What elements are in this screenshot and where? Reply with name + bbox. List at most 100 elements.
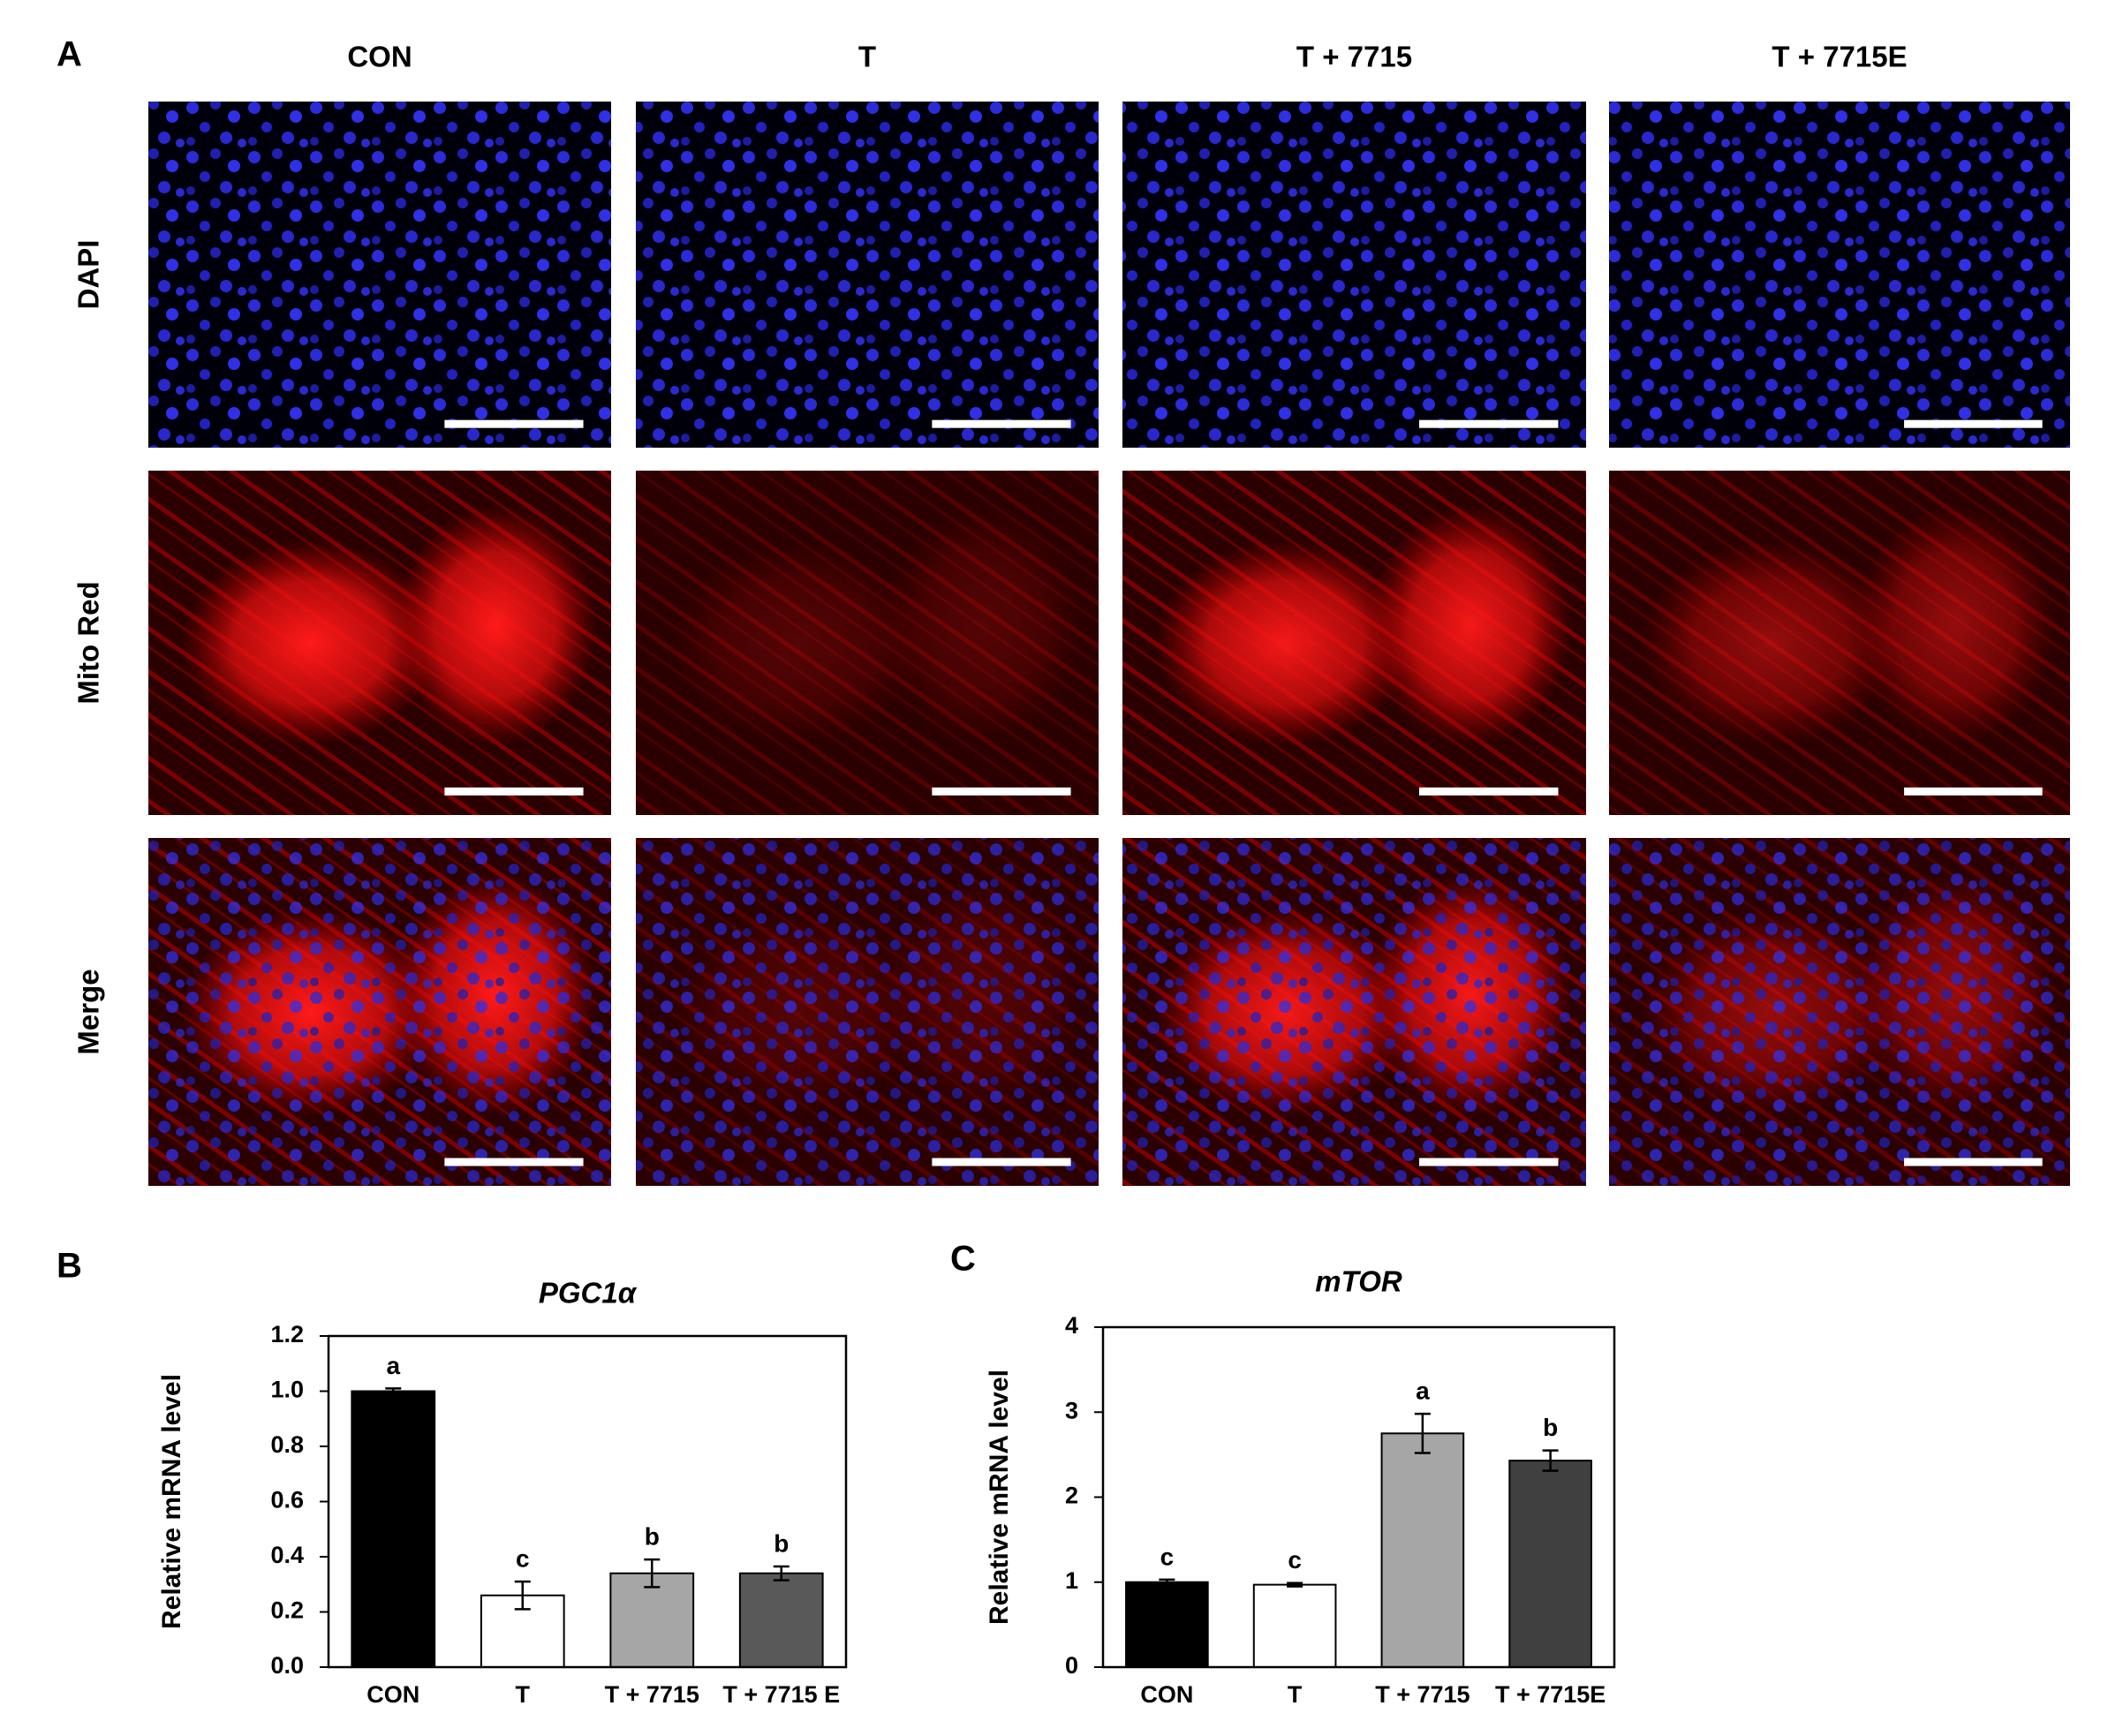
micrograph xyxy=(1122,838,1586,1186)
significance-letter: a xyxy=(386,1352,400,1379)
plot-frame xyxy=(327,1334,848,1669)
micrograph-content xyxy=(1122,102,1586,448)
micrograph-content xyxy=(636,471,1099,815)
panel-label: C xyxy=(950,1240,976,1279)
micrograph-content xyxy=(1609,471,2070,815)
y-tick-label: 0.8 xyxy=(270,1431,304,1458)
x-tick-label: T + 7715E xyxy=(1495,1681,1606,1708)
significance-letter: b xyxy=(774,1529,789,1557)
red-blob xyxy=(668,540,928,746)
scale-bar xyxy=(444,787,584,796)
bar xyxy=(1125,1581,1209,1668)
y-axis-label: Relative mRNA level xyxy=(985,1370,1014,1625)
x-tick-label: CON xyxy=(366,1681,419,1708)
scale-bar xyxy=(444,419,584,428)
red-blob xyxy=(180,540,441,746)
micrograph xyxy=(1609,838,2070,1186)
error-bar xyxy=(385,1387,402,1395)
red-blob xyxy=(1368,505,1573,746)
nuclei xyxy=(1609,838,2070,1186)
error-bar xyxy=(773,1565,790,1581)
scale-bar xyxy=(1904,787,2043,796)
scale-bar xyxy=(932,419,1071,428)
row-header: Mito Red xyxy=(72,581,105,704)
y-tick-label: 2 xyxy=(1065,1483,1078,1509)
panel-label: B xyxy=(57,1247,82,1286)
x-tick-label: CON xyxy=(1140,1681,1193,1708)
micrograph xyxy=(636,471,1099,815)
error-bar xyxy=(1542,1449,1559,1472)
significance-letter: a xyxy=(1416,1377,1430,1405)
x-tick-label: T xyxy=(516,1681,531,1708)
chart-title: PGC1α xyxy=(539,1277,638,1310)
scale-bar xyxy=(932,1158,1071,1166)
nuclei xyxy=(636,838,1099,1186)
y-tick-label: 1.0 xyxy=(270,1377,304,1403)
x-tick-label: T + 7715 xyxy=(605,1681,699,1708)
micrograph xyxy=(148,838,611,1186)
red-blob xyxy=(393,505,598,746)
nuclei xyxy=(636,102,1099,448)
y-axis-label: Relative mRNA level xyxy=(157,1374,186,1629)
nuclei xyxy=(148,102,611,448)
column-header: T + 7715E xyxy=(1772,41,1907,73)
plot-frame xyxy=(1101,1325,1616,1669)
error-bar xyxy=(1414,1412,1431,1454)
y-tick-label: 0.0 xyxy=(270,1652,304,1679)
nuclei xyxy=(148,838,611,1186)
row-header: Merge xyxy=(72,969,105,1054)
significance-letter: c xyxy=(516,1545,530,1573)
bar xyxy=(1508,1460,1592,1669)
bar xyxy=(1252,1583,1337,1668)
row-header: DAPI xyxy=(72,240,105,310)
significance-letter: c xyxy=(1288,1546,1302,1574)
micrograph-content xyxy=(148,838,611,1186)
bar xyxy=(351,1390,436,1668)
panel-label: A xyxy=(57,35,82,74)
scale-bar xyxy=(444,1158,584,1166)
error-bar xyxy=(514,1580,531,1611)
micrograph xyxy=(1609,471,2070,815)
red-blob xyxy=(1154,540,1415,746)
significance-letter: b xyxy=(1543,1414,1558,1441)
y-tick-label: 0 xyxy=(1065,1652,1078,1679)
y-tick-label: 0.6 xyxy=(270,1487,304,1513)
column-header: T + 7715 xyxy=(1296,41,1412,73)
scale-bar xyxy=(1904,419,2043,428)
micrograph xyxy=(148,102,611,448)
red-blob xyxy=(1641,540,1900,746)
scale-bar xyxy=(932,787,1071,796)
x-tick-label: T xyxy=(1288,1681,1303,1708)
error-bar xyxy=(644,1558,661,1589)
bar xyxy=(609,1572,695,1668)
bar xyxy=(1380,1432,1465,1668)
micrograph xyxy=(1609,102,2070,448)
nuclei xyxy=(1122,102,1586,448)
y-tick-label: 0.4 xyxy=(270,1542,304,1568)
scale-bar xyxy=(1419,787,1559,796)
y-tick-label: 4 xyxy=(1065,1312,1078,1339)
column-header: T xyxy=(858,41,876,73)
micrograph-content xyxy=(636,102,1099,448)
error-bar xyxy=(1159,1578,1175,1586)
y-tick-label: 0.2 xyxy=(270,1597,304,1624)
micrograph-content xyxy=(1122,471,1586,815)
micrograph xyxy=(1122,102,1586,448)
error-bar xyxy=(1287,1581,1303,1588)
x-tick-label: T + 7715 E xyxy=(722,1681,840,1708)
nuclei xyxy=(1609,102,2070,448)
nuclei xyxy=(1122,838,1586,1186)
y-tick-label: 1 xyxy=(1065,1567,1078,1594)
micrograph xyxy=(1122,471,1586,815)
red-blob xyxy=(880,505,1085,746)
column-header: CON xyxy=(347,41,412,73)
micrograph xyxy=(636,102,1099,448)
micrograph-content xyxy=(1609,102,2070,448)
red-blob xyxy=(1853,505,2057,746)
y-tick-label: 1.2 xyxy=(270,1321,304,1347)
micrograph-content xyxy=(148,471,611,815)
significance-letter: b xyxy=(645,1523,660,1551)
scale-bar xyxy=(1904,1158,2043,1166)
